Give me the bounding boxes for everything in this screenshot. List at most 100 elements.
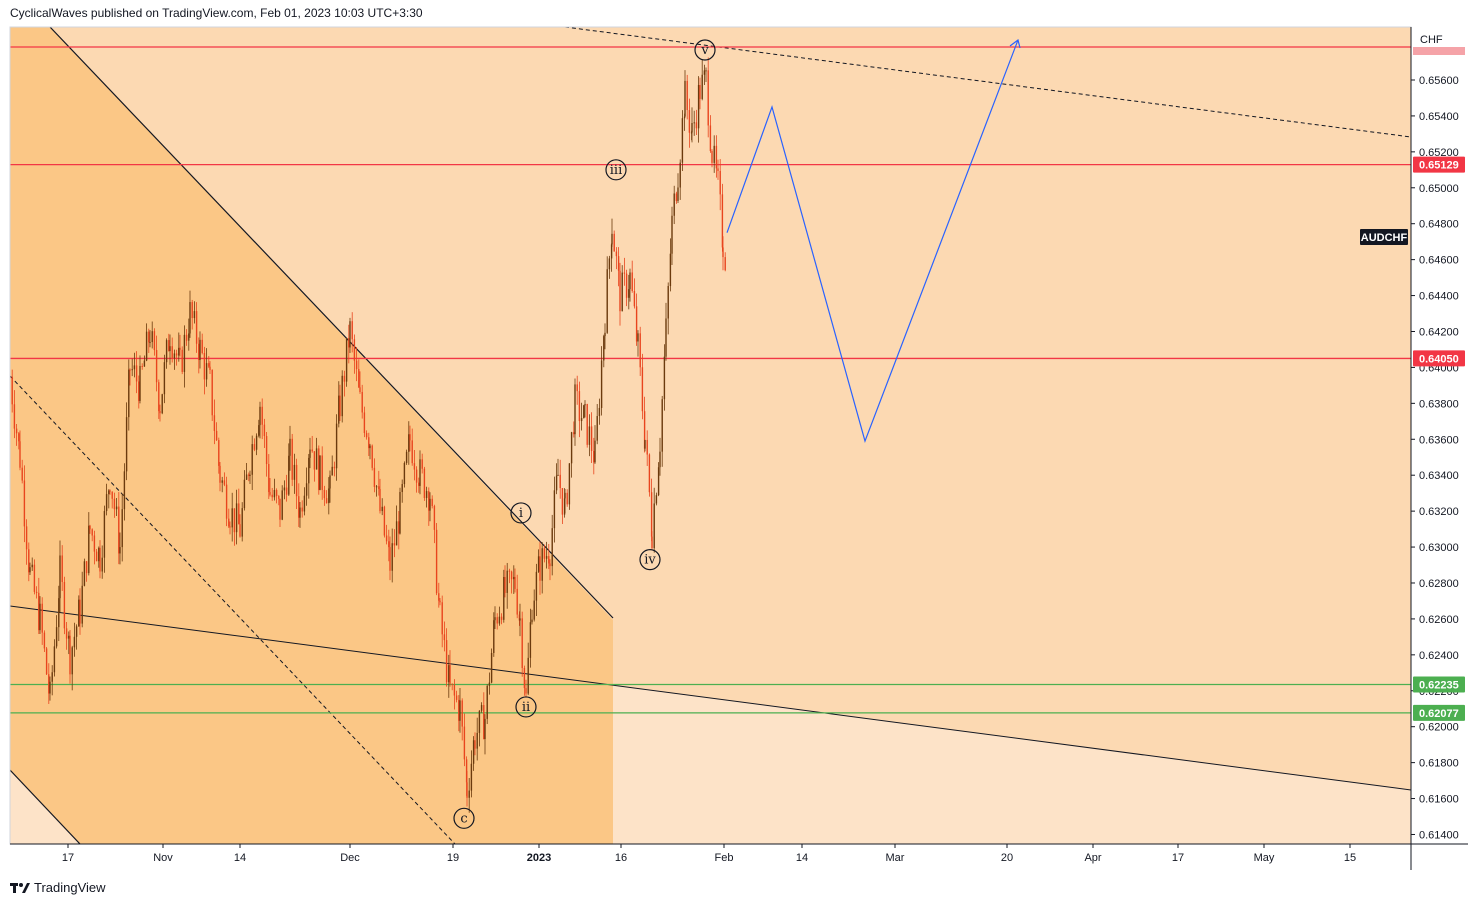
wave-label-iv[interactable]: iv (639, 549, 661, 571)
candle (311, 449, 313, 452)
candle (619, 270, 621, 312)
x-tick-label: 17 (1172, 852, 1184, 864)
y-tick-label: 0.63400 (1419, 470, 1459, 482)
candle (78, 599, 80, 627)
price-level-tag-box (1413, 156, 1465, 173)
wave-label-i[interactable]: i (510, 502, 532, 524)
time-axis[interactable]: 17 Nov 14 Dec 19 2023 16 Feb 14 Mar 20 Apr 17 May 15 (62, 844, 1356, 864)
candle (573, 432, 575, 435)
wave-label-c[interactable]: c (453, 807, 475, 829)
candle (215, 430, 218, 441)
footer-brand: TradingView (10, 880, 106, 895)
candle (159, 411, 161, 414)
candle (543, 548, 546, 559)
candle (677, 187, 679, 201)
candle (139, 365, 141, 401)
candle (265, 436, 268, 465)
price-level-tag[interactable]: 0.64050 (1413, 350, 1465, 367)
candle (651, 536, 653, 549)
wave-label-ii[interactable]: ii (515, 696, 537, 718)
candle (613, 233, 615, 252)
candle (63, 582, 66, 629)
projected-path[interactable] (726, 39, 1019, 443)
candle (455, 695, 458, 700)
candle (699, 84, 701, 99)
price-axis[interactable]: CHF 0.65600 0.65400 0.65200 0.65000 0.64800 0.… (1411, 34, 1459, 841)
candle (233, 508, 236, 533)
candle (51, 672, 53, 682)
candle (661, 399, 663, 452)
symbol-tag[interactable]: AUDCHF (1360, 229, 1408, 245)
candle (15, 428, 18, 434)
candle (248, 474, 250, 476)
candle (675, 193, 678, 201)
candle (289, 438, 291, 456)
candle (453, 684, 456, 696)
wave-label-iii[interactable]: iii (605, 159, 627, 181)
candle (584, 404, 586, 406)
price-level-tag[interactable]: 0.62077 (1413, 704, 1465, 721)
wave-label-circle (639, 549, 661, 571)
candle (348, 338, 350, 348)
candle (665, 318, 667, 357)
x-tick-label: Feb (715, 852, 734, 864)
candle (586, 404, 588, 445)
y-tick-label: 0.65600 (1419, 75, 1459, 87)
candle (646, 439, 648, 455)
channel-upper-trendline[interactable] (49, 27, 614, 619)
publisher-line: CyclicalWaves published on TradingView.c… (10, 6, 423, 20)
candle (425, 491, 428, 498)
x-tick-label: Nov (153, 852, 173, 864)
candle (318, 448, 320, 490)
candle (55, 627, 58, 647)
candle (709, 125, 712, 152)
channel-mid-dashed-line[interactable] (10, 375, 456, 844)
candle (301, 507, 303, 512)
y-tick-label: 0.61800 (1419, 758, 1459, 770)
candle (93, 535, 96, 552)
candle (663, 356, 666, 400)
candle (121, 509, 123, 548)
y-tick-label: 0.63000 (1419, 542, 1459, 554)
x-tick-label: Apr (1084, 852, 1101, 864)
wave-label-v[interactable]: v (694, 39, 716, 61)
candle (443, 634, 446, 641)
candle (189, 302, 191, 334)
candle (328, 488, 330, 504)
candle (594, 440, 596, 463)
candle (43, 632, 46, 649)
candle (673, 193, 675, 216)
candle (103, 511, 106, 558)
upper-dashed-trendline[interactable] (564, 27, 1411, 138)
candle (49, 681, 51, 694)
candle (641, 367, 644, 412)
candle (429, 498, 431, 511)
candle (101, 557, 103, 572)
price-level-tag[interactable]: 0.65129 (1413, 156, 1465, 173)
candle (713, 145, 715, 163)
candle (338, 395, 340, 424)
candle (408, 434, 410, 452)
candle (213, 415, 216, 431)
candle (89, 525, 91, 530)
candle (365, 433, 368, 438)
candle (81, 585, 83, 624)
long-trendline[interactable] (10, 605, 1411, 791)
candle (211, 370, 213, 416)
candle (268, 464, 270, 493)
candle (229, 526, 231, 528)
candle (25, 526, 28, 550)
channel-lower-trendline[interactable] (10, 769, 81, 844)
candle (361, 391, 363, 413)
candle (715, 145, 718, 169)
candle (580, 418, 583, 422)
candle (371, 445, 373, 468)
candle (655, 495, 658, 504)
price-level-tag[interactable]: 0.62235 (1413, 676, 1465, 693)
candle (411, 440, 413, 464)
candle (564, 492, 566, 499)
candle (545, 556, 548, 559)
candle (468, 790, 470, 798)
candle (693, 122, 695, 124)
